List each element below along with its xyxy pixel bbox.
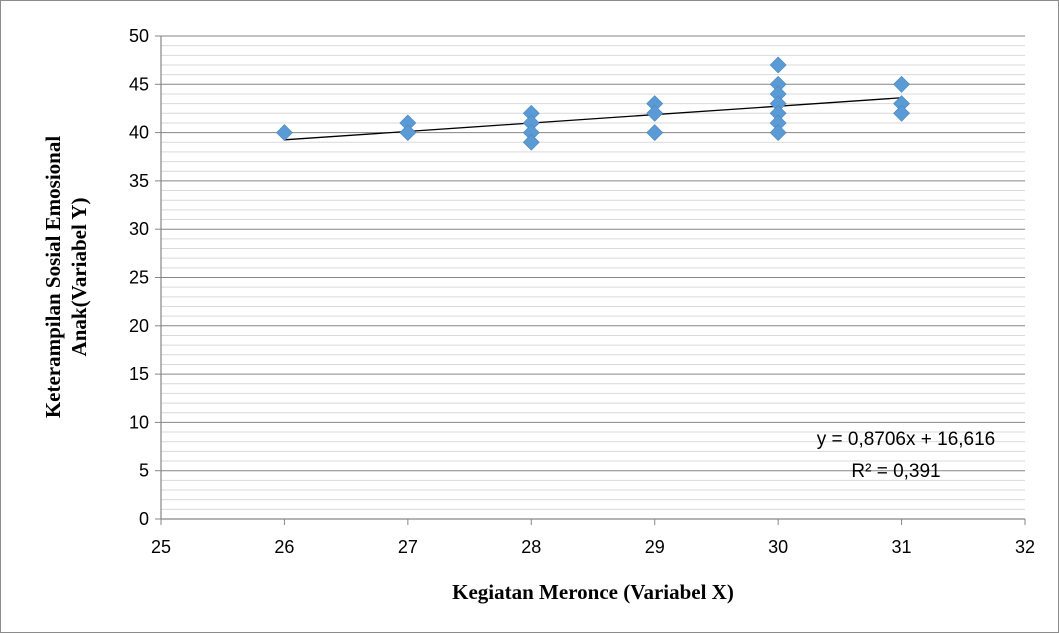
axes (155, 35, 1026, 525)
x-tick-label: 32 (1015, 537, 1035, 557)
data-point (399, 124, 417, 142)
y-tick-label: 20 (129, 316, 149, 336)
data-point (893, 75, 910, 93)
data-point (646, 104, 664, 122)
data-point (522, 133, 540, 151)
x-tick-label: 27 (398, 537, 418, 557)
data-point (646, 124, 664, 142)
x-tick-label: 28 (521, 537, 541, 557)
data-point (769, 124, 787, 142)
tick-labels: 25 26 27 28 29 30 31 32 0 5 10 15 20 25 30 35 40 45 50 (129, 26, 1035, 557)
data-point (276, 124, 293, 142)
y-axis-title-line-2: Anak(Variabel Y) (67, 198, 91, 357)
y-tick-label: 45 (129, 74, 149, 94)
trendline-group (284, 97, 902, 141)
data-point (893, 104, 910, 122)
y-axis-title-line-1: Keterampilan Sosial Emosional (41, 136, 65, 419)
x-axis-title: Kegiatan Meronce (Variabel X) (452, 580, 734, 604)
y-tick-label: 30 (129, 219, 149, 239)
y-tick-label: 10 (129, 412, 149, 432)
x-tick-label: 26 (274, 537, 294, 557)
y-tick-label: 15 (129, 364, 149, 384)
y-tick-label: 40 (129, 123, 149, 143)
data-points (276, 56, 910, 151)
trendline-equation: y = 0,8706x + 16,616 (817, 429, 996, 450)
y-tick-label: 25 (129, 268, 149, 288)
trendline (284, 97, 902, 141)
x-tick-label: 31 (892, 537, 912, 557)
y-tick-label: 35 (129, 171, 149, 191)
x-tick-label: 25 (151, 537, 171, 557)
y-tick-label: 50 (129, 26, 149, 46)
y-tick-label: 0 (139, 509, 149, 529)
trendline-r2: R² = 0,391 (851, 461, 940, 482)
x-tick-label: 29 (645, 537, 665, 557)
data-point (769, 56, 787, 74)
x-tick-label: 30 (768, 537, 788, 557)
y-tick-label: 5 (139, 461, 149, 481)
gridlines (161, 35, 1025, 510)
